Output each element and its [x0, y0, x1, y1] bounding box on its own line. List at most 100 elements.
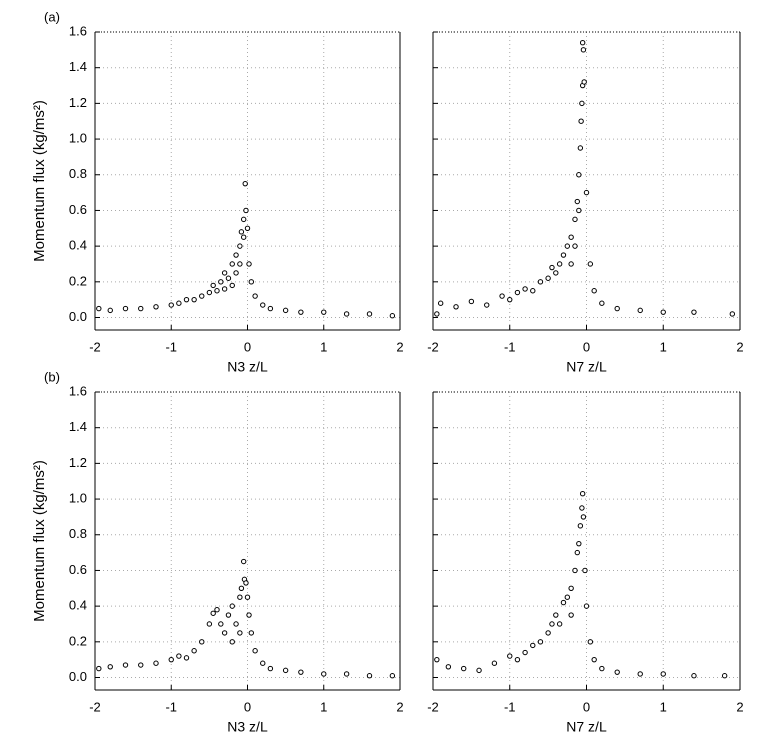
y-tick-label: 1.2 [69, 455, 87, 470]
point [225, 275, 232, 281]
point [507, 653, 513, 659]
point [577, 523, 584, 529]
point [568, 261, 574, 267]
x-tick-label: 0 [244, 699, 251, 714]
point [560, 252, 567, 258]
point [614, 305, 620, 312]
point [243, 207, 249, 214]
point [660, 671, 666, 677]
point [389, 673, 396, 679]
point [434, 656, 440, 663]
point [549, 621, 555, 627]
point [553, 612, 559, 618]
point [343, 311, 350, 317]
point [238, 585, 245, 591]
point [491, 660, 498, 666]
y-axis-label: Momentum flux (kg/ms²) [31, 460, 48, 622]
point [206, 289, 213, 296]
point [461, 665, 467, 672]
point [599, 300, 605, 306]
point [721, 673, 728, 679]
point [537, 639, 544, 645]
point [522, 649, 528, 656]
point [599, 665, 605, 672]
point [240, 558, 247, 565]
point [321, 671, 327, 677]
point [214, 288, 220, 294]
point [210, 282, 216, 289]
x-tick-label: 0 [583, 339, 590, 354]
point [568, 612, 574, 618]
y-tick-label: 0.8 [69, 166, 87, 181]
point [221, 630, 228, 636]
point [366, 311, 373, 317]
x-tick-label: 1 [660, 339, 667, 354]
point [514, 289, 521, 296]
point [246, 261, 252, 267]
y-tick-label: 1.6 [69, 23, 87, 38]
point [468, 298, 475, 305]
panel-label: (b) [44, 369, 60, 384]
point [122, 662, 129, 668]
point [282, 667, 289, 674]
point [237, 243, 243, 249]
point [568, 585, 574, 591]
point [580, 47, 587, 53]
point [583, 603, 590, 609]
point [267, 665, 274, 672]
x-tick-label: -1 [504, 699, 516, 714]
x-tick-label: -1 [165, 699, 177, 714]
point [191, 296, 197, 303]
point [564, 594, 571, 600]
point [298, 669, 304, 675]
point [582, 567, 588, 574]
y-tick-label: 0.2 [69, 633, 87, 648]
point [153, 660, 159, 666]
point [233, 270, 239, 276]
point [445, 664, 452, 670]
point [243, 580, 249, 586]
point [434, 311, 440, 317]
point [637, 671, 643, 677]
point [248, 630, 255, 636]
point [484, 302, 490, 308]
point [252, 293, 258, 299]
point [221, 286, 228, 292]
y-tick-label: 0.8 [69, 526, 87, 541]
y-tick-label: 1.0 [69, 131, 87, 146]
point [282, 307, 289, 314]
point [556, 621, 563, 627]
x-axis-label: N7 z/L [566, 359, 607, 375]
point [453, 304, 459, 310]
point [240, 234, 247, 240]
point [507, 296, 513, 303]
point [614, 669, 620, 675]
point [218, 621, 224, 627]
point [577, 145, 584, 151]
point [572, 216, 578, 223]
point [107, 664, 113, 670]
y-tick-label: 1.6 [69, 383, 87, 398]
point [591, 656, 597, 663]
panel-label: (a) [44, 9, 60, 24]
point [138, 305, 144, 312]
point [572, 243, 578, 249]
x-axis-label: N3 z/L [227, 719, 268, 735]
point [233, 621, 239, 627]
point [545, 275, 551, 281]
point [260, 302, 266, 308]
point [587, 639, 594, 645]
y-tick-label: 0.6 [69, 202, 87, 217]
point [138, 662, 144, 668]
point [96, 665, 102, 672]
point [637, 307, 643, 314]
point [244, 225, 251, 231]
point [578, 118, 584, 124]
point [237, 630, 243, 636]
point [252, 648, 258, 654]
y-tick-label: 0.4 [69, 238, 87, 253]
x-tick-label: 1 [660, 699, 667, 714]
point [248, 279, 255, 285]
y-tick-label: 0.4 [69, 598, 87, 613]
point [579, 505, 585, 511]
